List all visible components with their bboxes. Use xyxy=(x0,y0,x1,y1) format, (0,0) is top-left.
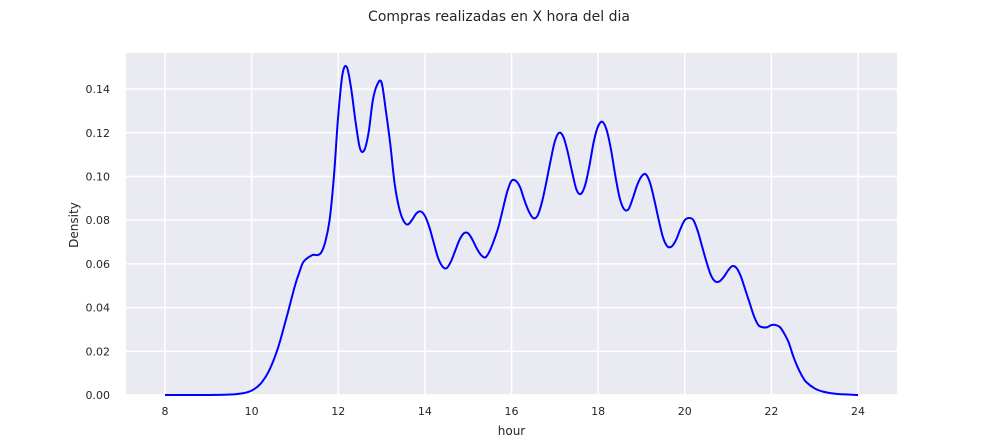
y-tick-label: 0.08 xyxy=(86,214,111,227)
y-tick-label: 0.10 xyxy=(86,170,111,183)
x-tick-label: 14 xyxy=(418,405,432,418)
y-axis-label: Density xyxy=(67,202,81,248)
y-tick-label: 0.06 xyxy=(86,258,111,271)
x-tick-label: 16 xyxy=(505,405,519,418)
y-tick-label: 0.00 xyxy=(86,389,111,402)
y-tick-label: 0.14 xyxy=(86,83,111,96)
x-tick-label: 10 xyxy=(245,405,259,418)
x-tick-label: 18 xyxy=(591,405,605,418)
x-tick-label: 12 xyxy=(331,405,345,418)
x-axis-label: hour xyxy=(498,424,526,438)
x-tick-label: 20 xyxy=(678,405,692,418)
y-tick-label: 0.02 xyxy=(86,345,111,358)
chart-title: Compras realizadas en X hora del dia xyxy=(368,9,630,25)
x-tick-label: 22 xyxy=(764,405,778,418)
y-tick-label: 0.04 xyxy=(86,302,111,315)
y-gridlines xyxy=(126,88,897,396)
y-tick-label: 0.12 xyxy=(86,127,111,140)
density-line xyxy=(164,65,859,397)
x-tick-label: 8 xyxy=(161,405,168,418)
y-tick-labels: 0.00 0.02 0.04 0.06 0.08 0.10 0.12 0.14 xyxy=(86,83,111,402)
x-tick-labels: 8 10 12 14 16 18 20 22 24 xyxy=(161,405,865,418)
x-tick-label: 24 xyxy=(851,405,865,418)
